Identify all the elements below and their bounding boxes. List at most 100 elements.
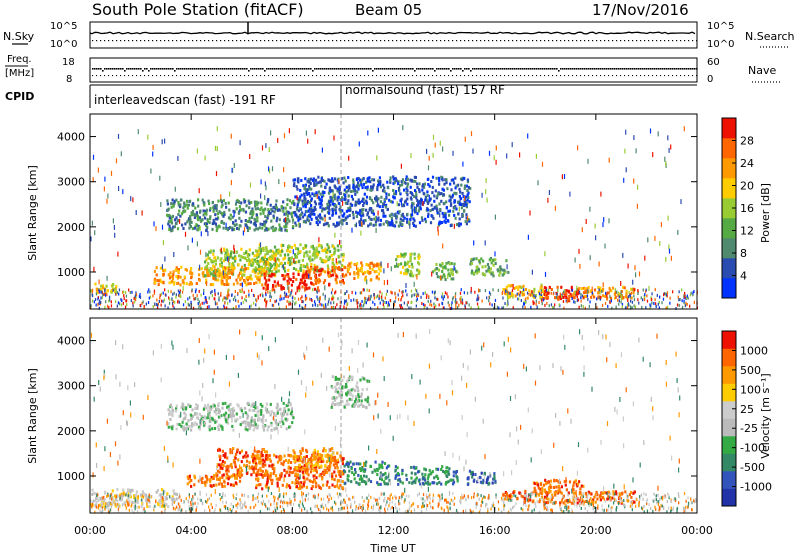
freq-point bbox=[252, 68, 254, 70]
power-cells-cell bbox=[268, 274, 271, 278]
power-cells-noise-cell bbox=[391, 291, 393, 295]
power-cells-noise-cell bbox=[229, 299, 231, 303]
power-cells-cell bbox=[607, 291, 610, 295]
power-cells-cell bbox=[343, 197, 346, 201]
power-cells-cell bbox=[387, 223, 390, 227]
freq-point bbox=[234, 68, 236, 70]
nsearch-point bbox=[120, 40, 122, 42]
power-cells-cell bbox=[194, 214, 197, 217]
power-cells-cell bbox=[321, 190, 325, 194]
power-cells-cell bbox=[220, 205, 223, 209]
nsearch-point bbox=[648, 40, 650, 42]
power-cells-cell bbox=[279, 208, 282, 212]
velocity-cells-cell bbox=[259, 466, 262, 470]
power-cells-noise-cell bbox=[104, 289, 106, 293]
freq-point bbox=[150, 68, 152, 70]
power-cells-cell bbox=[407, 260, 410, 264]
freq-point bbox=[464, 68, 466, 70]
power-cells-cell bbox=[569, 292, 572, 296]
power-cells-cell bbox=[452, 209, 455, 213]
power-cells-cell bbox=[406, 212, 409, 216]
nsearch-point bbox=[272, 40, 274, 42]
power-cells-cell bbox=[356, 190, 359, 194]
power-cells-sparse-cell bbox=[243, 227, 246, 233]
freq-point bbox=[114, 68, 116, 70]
power-cells-cell bbox=[329, 199, 332, 203]
power-cells-cell bbox=[212, 207, 215, 211]
power-cells-cell bbox=[610, 289, 613, 293]
power-cells-noise-cell bbox=[576, 295, 578, 299]
nave-point bbox=[504, 75, 506, 77]
freq-point bbox=[100, 68, 102, 70]
power-cells-cell bbox=[206, 218, 209, 222]
freq-point bbox=[484, 68, 486, 70]
power-cells-noise-cell bbox=[459, 291, 462, 295]
power-cells-cell bbox=[341, 196, 344, 200]
power-cells-noise-cell bbox=[110, 304, 113, 308]
power-cells-cell bbox=[409, 269, 412, 273]
velocity-cells-cell bbox=[321, 454, 324, 457]
velocity-cells-cell bbox=[227, 469, 230, 473]
power-cells-cell bbox=[357, 177, 360, 180]
power-cells-cell bbox=[251, 262, 254, 266]
power-cells-cell bbox=[304, 205, 307, 209]
power-cells-cell bbox=[262, 246, 265, 250]
power-cells-cell bbox=[292, 267, 296, 270]
power-cells-noise-cell bbox=[288, 300, 290, 304]
nave-point bbox=[144, 75, 146, 77]
freq-point bbox=[470, 70, 472, 72]
nsearch-point bbox=[328, 40, 330, 42]
power-cells-cell bbox=[303, 282, 306, 286]
power-cells-cell bbox=[492, 263, 495, 267]
power-cells-cell bbox=[489, 267, 492, 271]
power-cells-cell bbox=[457, 212, 460, 216]
power-cells-noise-cell bbox=[138, 295, 141, 298]
power-cells-cell bbox=[299, 281, 302, 285]
power-cells-cell bbox=[379, 182, 382, 186]
power-cells-noise-cell bbox=[505, 289, 507, 293]
power-cells-cell bbox=[357, 275, 360, 279]
freq-point bbox=[170, 68, 172, 70]
power-cells-noise-cell bbox=[322, 303, 325, 307]
power-cells-cell bbox=[254, 204, 257, 208]
power-cells-cell bbox=[264, 215, 267, 218]
velocity-cells-cell bbox=[311, 485, 314, 488]
power-colorbar-swatch bbox=[722, 258, 736, 279]
power-cells-noise-cell bbox=[368, 298, 370, 302]
power-cells-noise-cell bbox=[190, 300, 192, 304]
velocity-cells-cell bbox=[315, 481, 318, 485]
velocity-cells-cell bbox=[235, 476, 238, 480]
velocity-cells-cell bbox=[215, 483, 218, 487]
power-cells-cell bbox=[224, 251, 227, 255]
velocity-cells-cell bbox=[300, 465, 303, 469]
power-cells-noise-cell bbox=[621, 303, 624, 306]
power-cells-noise-cell bbox=[523, 302, 525, 306]
power-cells-cell bbox=[352, 178, 355, 182]
freq-point bbox=[610, 68, 612, 70]
power-cells-noise-cell bbox=[187, 303, 190, 307]
power-cells-cell bbox=[378, 205, 381, 209]
power-cells-cell bbox=[435, 272, 438, 275]
power-cells-cell bbox=[593, 288, 597, 292]
nsearch-point bbox=[496, 40, 498, 42]
power-colorbar-swatch bbox=[722, 118, 736, 139]
power-cells-cell bbox=[451, 269, 454, 273]
power-cells-sparse-cell bbox=[377, 198, 379, 204]
power-colorbar-tick-label: 20 bbox=[740, 180, 754, 193]
freq-point bbox=[284, 68, 286, 70]
power-cells-noise-cell bbox=[685, 301, 687, 305]
power-cells-cell bbox=[533, 287, 536, 291]
power-cells-noise-cell bbox=[139, 303, 141, 307]
power-cells-cell bbox=[540, 285, 543, 289]
freq-point bbox=[454, 68, 456, 70]
power-cells-noise-cell bbox=[214, 291, 216, 295]
power-cells-cell bbox=[171, 280, 174, 283]
nsearch-point bbox=[396, 40, 398, 42]
power-cells-cell bbox=[315, 221, 318, 224]
power-cells-cell bbox=[225, 205, 228, 209]
freq-point bbox=[560, 68, 562, 70]
power-colorbar-tick-label: 8 bbox=[740, 247, 747, 260]
power-cells-sparse-cell bbox=[481, 192, 483, 198]
power-cells-cell bbox=[239, 282, 242, 286]
power-cells-cell bbox=[397, 203, 400, 207]
